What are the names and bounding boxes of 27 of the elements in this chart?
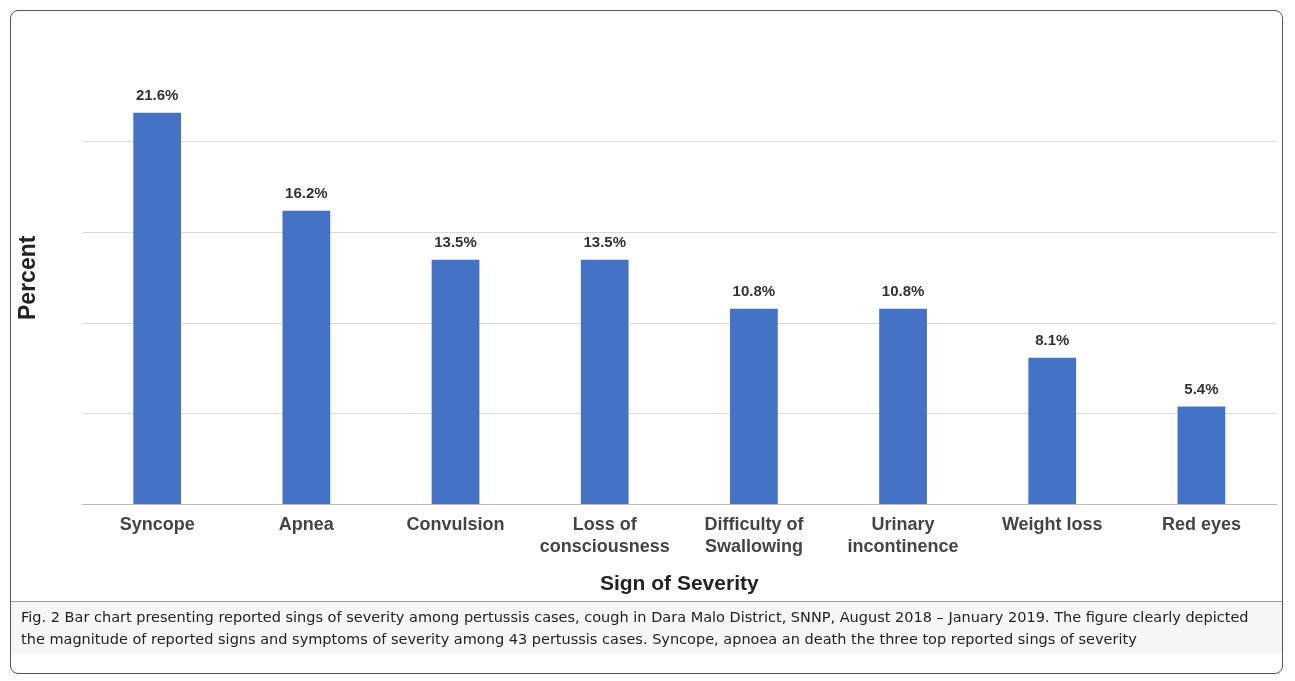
- data-label: 10.8%: [732, 282, 776, 300]
- data-label: 13.5%: [434, 233, 477, 251]
- x-tick-label: Difficulty of Swallowing: [704, 514, 805, 556]
- data-label: 16.2%: [285, 184, 328, 202]
- bar: [431, 259, 480, 505]
- bar: [1177, 406, 1226, 505]
- data-label: 8.1%: [1035, 331, 1070, 349]
- x-tick-label: Syncope: [119, 514, 195, 535]
- data-label: 13.5%: [583, 233, 626, 251]
- y-axis-title: Percent: [14, 235, 41, 320]
- x-tick-label: Red eyes: [1161, 514, 1241, 535]
- bar: [730, 308, 778, 505]
- x-tick-label: Apnea: [278, 514, 335, 535]
- caption: Fig. 2 Bar chart presenting reported sings of severity among pertussis cases, cough in Dara Malo District, SNNP, August 2018 – January 2019. The figure clearly depicted the magnitude of reported signs and symptoms of severity among 43 pertussis cases. Syncope, apnoea an death the three top reported sings of severity: [11, 601, 1282, 654]
- x-tick-label: Convulsion: [406, 514, 505, 535]
- x-axis-title: Sign of Severity: [599, 571, 759, 595]
- bar: [1028, 357, 1077, 505]
- data-label: 21.6%: [135, 86, 179, 104]
- bar: [282, 210, 331, 505]
- data-label: 10.8%: [881, 282, 925, 300]
- bar: [580, 259, 629, 505]
- data-label: 5.4%: [1184, 380, 1219, 398]
- bar: [133, 112, 182, 505]
- x-tick-label: Urinary incontinence: [847, 514, 959, 556]
- bar: [879, 308, 927, 505]
- x-tick-label: Loss of consciousness: [539, 514, 670, 556]
- x-tick-label: Weight loss: [1001, 514, 1103, 535]
